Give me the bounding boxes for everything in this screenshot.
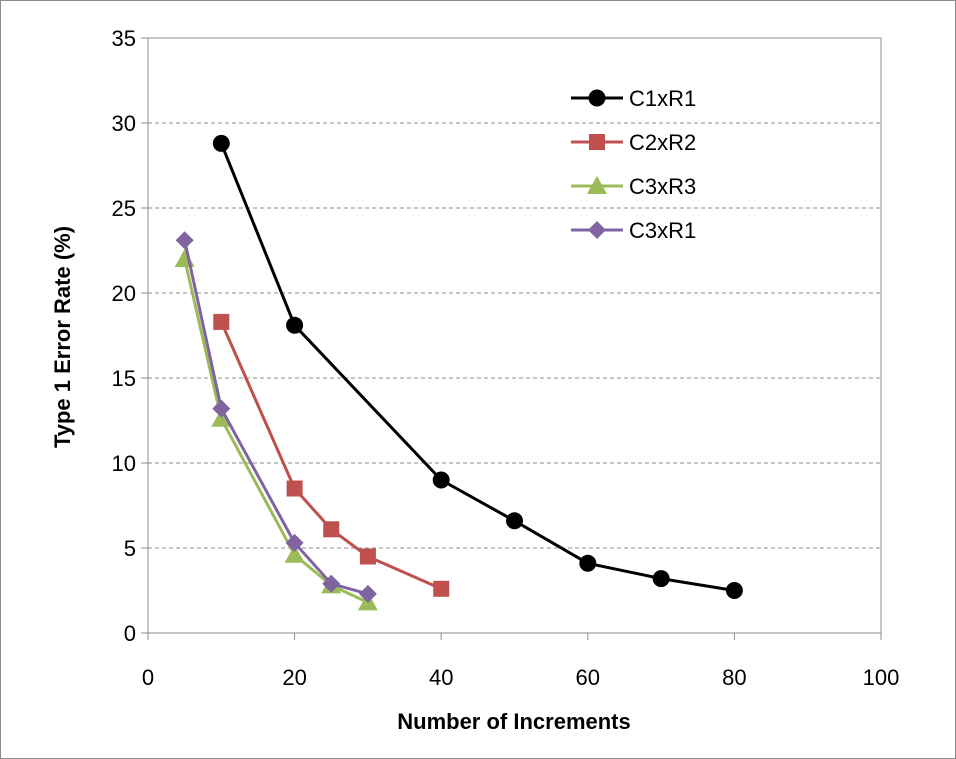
- legend: C1xR1 C2xR2 C3xR3 C3xR1: [571, 86, 696, 243]
- data-point-c3xr3: [284, 544, 305, 563]
- x-tick-label: 20: [282, 665, 306, 690]
- legend-marker-c1xr1: [588, 89, 606, 107]
- y-tick-label: 5: [124, 536, 136, 561]
- data-point-c3xr1: [175, 231, 194, 250]
- data-point-c2xr2: [359, 548, 376, 565]
- data-point-c3xr1: [212, 399, 231, 418]
- data-point-c1xr1: [579, 554, 597, 572]
- y-tick-label: 35: [112, 26, 136, 51]
- series-c3xr3: [174, 249, 378, 611]
- legend-label-c3xr1: C3xR1: [629, 218, 696, 243]
- legend-item-c3xr1: C3xR1: [571, 218, 696, 243]
- data-point-c2xr2: [433, 580, 450, 597]
- data-point-c1xr1: [212, 134, 230, 152]
- data-point-c1xr1: [286, 316, 304, 334]
- data-point-c1xr1: [506, 512, 523, 530]
- y-axis-title: Type 1 Error Rate (%): [50, 226, 75, 448]
- x-tick-label: 80: [722, 665, 746, 690]
- y-tick-label: 0: [124, 621, 136, 646]
- y-tick-label: 20: [112, 281, 136, 306]
- y-tick-label: 15: [112, 366, 136, 391]
- legend-item-c2xr2: C2xR2: [571, 130, 696, 155]
- x-tick-label: 0: [142, 665, 154, 690]
- series-line-c1xr1: [219, 142, 735, 592]
- x-axis-title: Number of Increments: [397, 709, 631, 734]
- data-point-c3xr3: [211, 408, 232, 427]
- x-tick-label: 100: [863, 665, 900, 690]
- data-point-c2xr2: [323, 521, 340, 538]
- data-point-c2xr2: [286, 480, 303, 497]
- x-tick-label: 60: [576, 665, 600, 690]
- y-tick-label: 30: [112, 111, 136, 136]
- legend-marker-c2xr2: [589, 134, 605, 150]
- series-c2xr2: [213, 313, 450, 597]
- legend-label-c1xr1: C1xR1: [629, 86, 696, 111]
- data-point-c1xr1: [652, 570, 670, 588]
- legend-label-c2xr2: C2xR2: [629, 130, 696, 155]
- legend-marker-c3xr3: [587, 176, 607, 194]
- y-tick-label: 10: [112, 451, 136, 476]
- legend-item-c1xr1: C1xR1: [571, 86, 696, 111]
- plot-area-border: [147, 37, 882, 634]
- legend-item-c3xr3: C3xR3: [571, 174, 696, 199]
- gridlines: [148, 122, 881, 549]
- legend-marker-c3xr1: [588, 221, 606, 239]
- x-tick-label: 40: [429, 665, 453, 690]
- data-point-c1xr1: [725, 582, 743, 599]
- data-point-c3xr1: [285, 533, 304, 552]
- series-c1xr1: [212, 134, 743, 599]
- data-point-c3xr3: [174, 249, 195, 267]
- data-point-c3xr1: [322, 574, 341, 593]
- data-point-c2xr2: [213, 313, 230, 330]
- series-c3xr1: [175, 231, 377, 603]
- axes: 0 5 10 15 20 25 30 35 0 20 40 60 80 100: [112, 26, 900, 690]
- data-point-c1xr1: [432, 471, 450, 489]
- legend-label-c3xr3: C3xR3: [629, 174, 696, 199]
- series-group: [174, 134, 743, 611]
- series-line-c3xr3: [183, 258, 369, 604]
- y-tick-label: 25: [112, 196, 136, 221]
- data-point-c3xr1: [358, 584, 377, 603]
